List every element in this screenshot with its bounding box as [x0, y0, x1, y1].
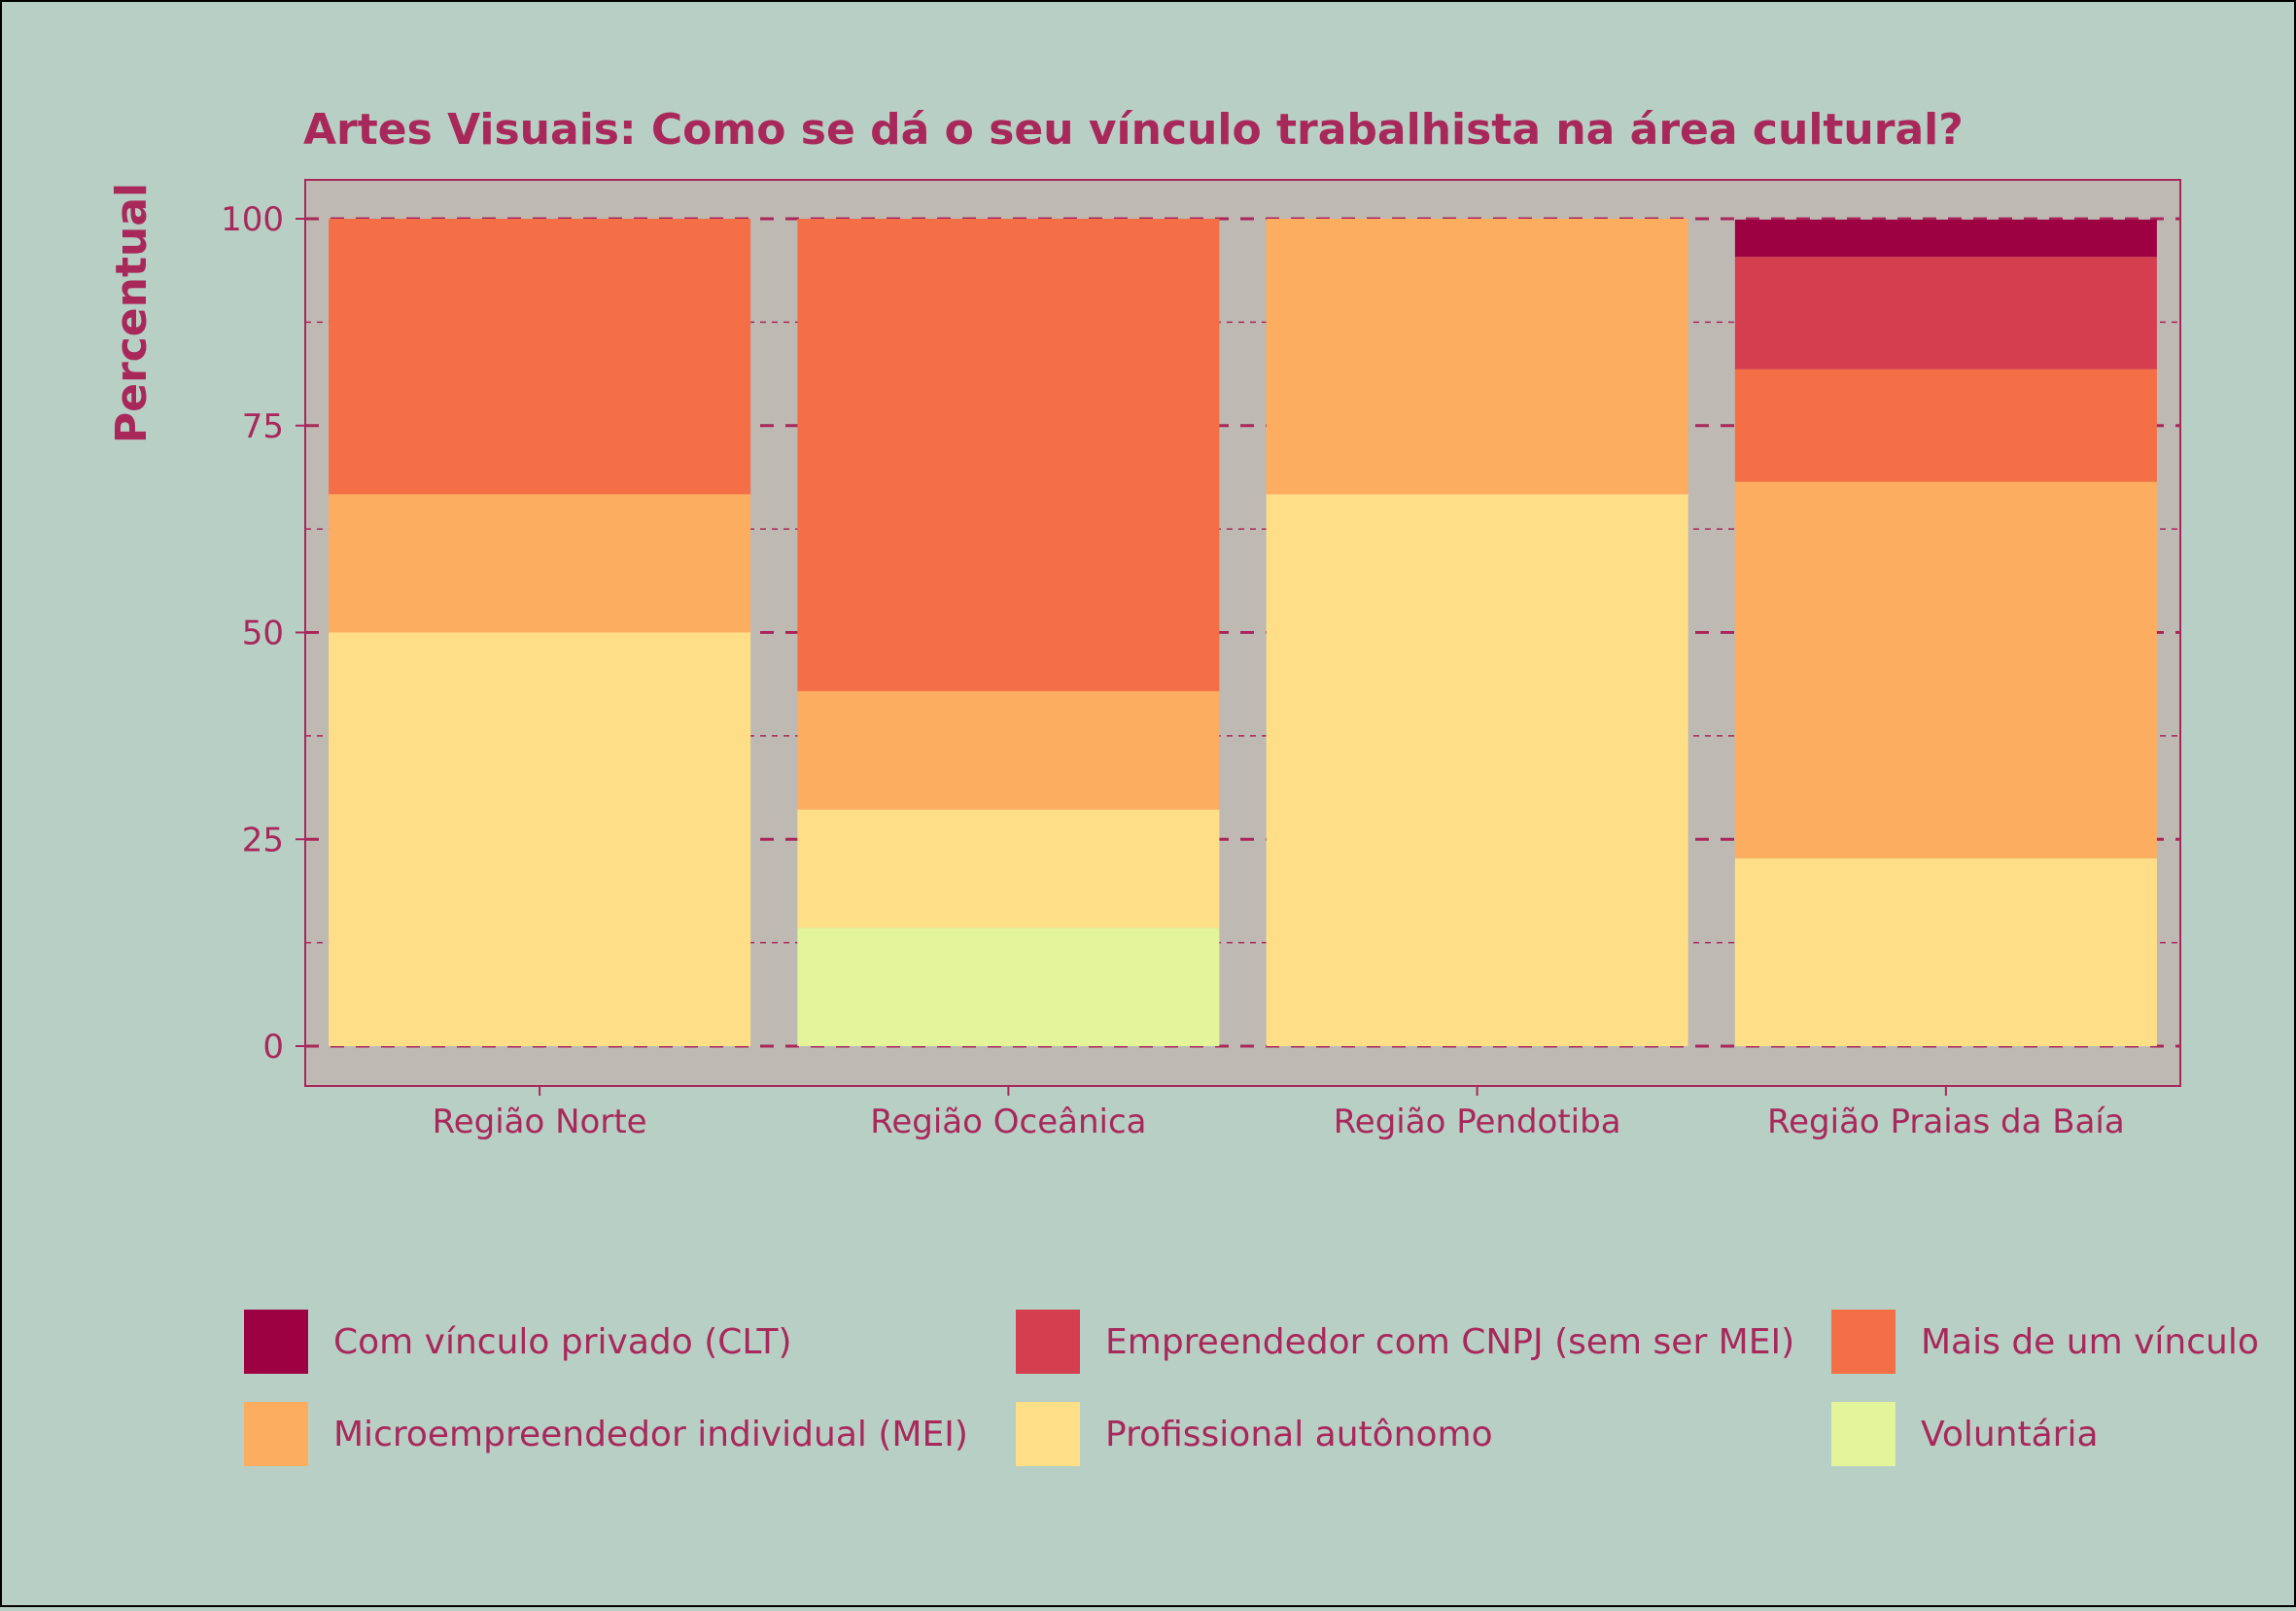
bar-segment — [1734, 368, 2157, 482]
legend-swatch — [1016, 1402, 1080, 1466]
legend-item: Profissional autônomo — [1016, 1402, 1493, 1466]
legend-label: Profissional autônomo — [1105, 1415, 1493, 1454]
x-tick-label: Região Oceânica — [870, 1103, 1146, 1141]
legend-item: Microempreendedor individual (MEI) — [244, 1402, 968, 1466]
y-tick-label: 75 — [242, 407, 284, 446]
y-tick-labels: 0 25 50 75 100 — [221, 200, 305, 1067]
bar-segment — [1734, 257, 2157, 369]
x-tick-label: Região Norte — [433, 1103, 647, 1141]
bar-segment — [797, 809, 1220, 928]
x-tick-labels: Região Norte Região Oceânica Região Pendot… — [433, 1086, 2125, 1141]
legend-label: Empreendedor com CNPJ (sem ser MEI) — [1105, 1322, 1794, 1362]
y-tick-label: 0 — [262, 1028, 284, 1067]
legend-item: Com vínculo privado (CLT) — [244, 1310, 792, 1374]
bar-segment — [329, 632, 751, 1046]
legend-swatch — [1831, 1310, 1896, 1374]
bar-segment — [1734, 481, 2157, 858]
bar-segment — [797, 219, 1220, 691]
legend-item: Voluntária — [1831, 1402, 2099, 1466]
legend-label: Mais de um vínculo — [1921, 1322, 2259, 1362]
legend-item: Empreendedor com CNPJ (sem ser MEI) — [1016, 1310, 1794, 1374]
legend-swatch — [244, 1310, 308, 1374]
x-tick-label: Região Praias da Baía — [1767, 1103, 2125, 1141]
legend-item: Mais de um vínculo — [1831, 1310, 2259, 1374]
y-tick-label: 25 — [242, 821, 284, 859]
bar-segment — [329, 494, 751, 633]
legend-swatch — [244, 1402, 308, 1466]
legend-label: Microempreendedor individual (MEI) — [333, 1415, 968, 1454]
bars — [329, 219, 2157, 1046]
legend-swatch — [1016, 1310, 1080, 1374]
legend-label: Com vínculo privado (CLT) — [333, 1322, 792, 1362]
bar-segment — [1734, 858, 2157, 1046]
bar-segment — [797, 928, 1220, 1046]
bar-segment — [1266, 494, 1688, 1046]
legend-label: Voluntária — [1921, 1415, 2099, 1454]
bar-segment — [797, 690, 1220, 810]
chart-title: Artes Visuais: Como se dá o seu vínculo … — [303, 105, 1964, 155]
bar-segment — [1266, 219, 1688, 495]
bar-segment — [329, 219, 751, 495]
y-tick-label: 50 — [242, 614, 284, 653]
legend: Com vínculo privado (CLT) Empreendedor co… — [244, 1310, 2259, 1466]
y-tick-label: 100 — [221, 200, 284, 239]
legend-swatch — [1831, 1402, 1896, 1466]
y-axis-label: Percentual — [107, 183, 157, 443]
bar-segment — [1734, 219, 2157, 258]
x-tick-label: Região Pendotiba — [1334, 1103, 1621, 1141]
